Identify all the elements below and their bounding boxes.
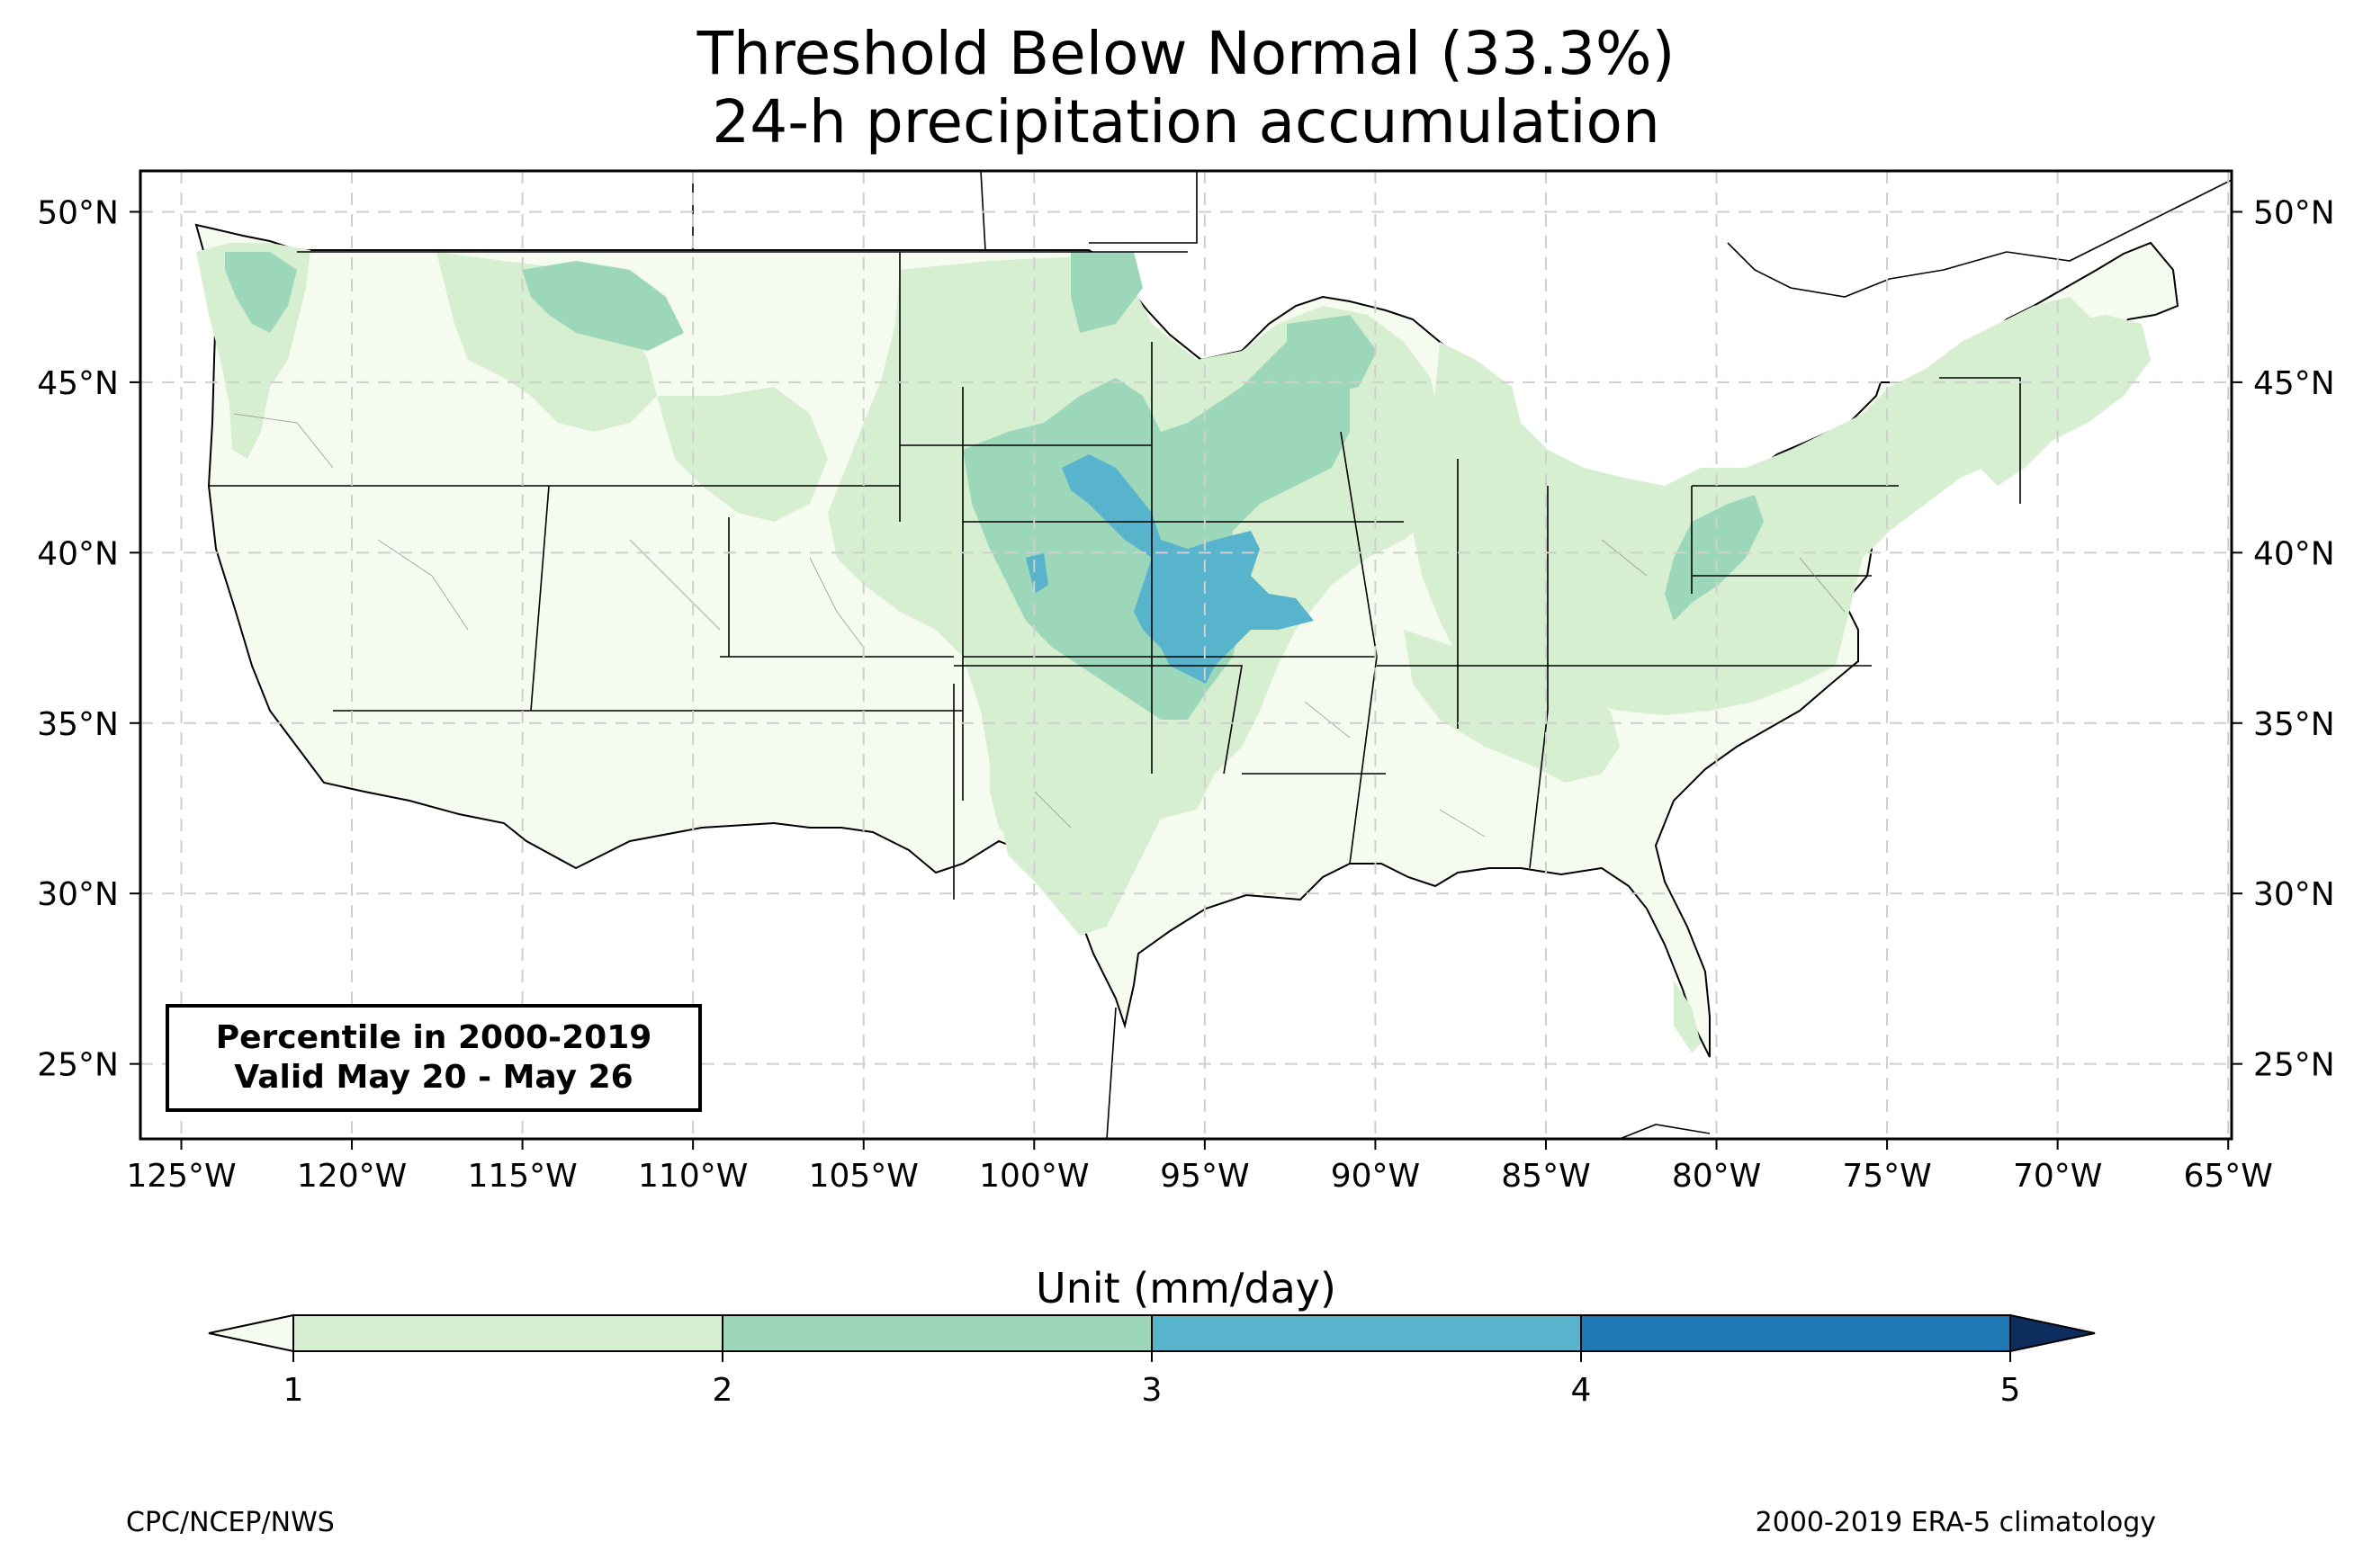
lon-tick-label: 65°W <box>2184 1158 2273 1195</box>
lon-tick-label: 125°W <box>126 1158 236 1195</box>
lat-tick-label-left: 40°N <box>37 535 119 572</box>
lat-tick-label-left: 35°N <box>37 706 119 743</box>
latitude-tick-labels-right: 50°N 45°N 40°N 35°N 30°N 25°N <box>2232 194 2335 1084</box>
border-outlines <box>692 171 2232 1139</box>
colorbar-tick-label: 3 <box>1142 1372 1163 1409</box>
footer-credit: CPC/NCEP/NWS <box>126 1507 335 1538</box>
state-boundaries <box>209 251 2021 900</box>
lon-tick-label: 75°W <box>1842 1158 1931 1195</box>
footer-climatology: 2000-2019 ERA-5 climatology <box>1755 1507 2156 1538</box>
longitude-tick-labels: 125°W 120°W 115°W 110°W 105°W 100°W 95°W 90°W 85… <box>126 1139 2273 1195</box>
lat-tick-label-left: 25°N <box>37 1047 119 1084</box>
colorbar-title: Unit (mm/day) <box>1036 1264 1336 1313</box>
lat-tick-label-right: 25°N <box>2253 1047 2335 1084</box>
lon-tick-label: 120°W <box>297 1158 407 1195</box>
florida-green <box>1674 981 1701 1053</box>
map-title-line1: Threshold Below Normal (33.3%) <box>696 19 1676 88</box>
lat-tick-label-left: 50°N <box>37 194 119 231</box>
north-dakota-mid <box>1071 252 1143 333</box>
lon-tick-label: 80°W <box>1672 1158 1761 1195</box>
gridlines <box>140 171 2232 1139</box>
colorbar-segment <box>293 1315 723 1351</box>
colorbar-segment <box>723 1315 1152 1351</box>
lat-tick-label-right: 30°N <box>2253 876 2335 913</box>
wyoming-green <box>657 387 828 522</box>
kansas-blue-patch <box>1026 553 1048 594</box>
lat-tick-label-left: 30°N <box>37 876 119 913</box>
montana-mid <box>522 261 684 351</box>
lat-tick-label-left: 45°N <box>37 365 119 402</box>
colorbar-segment <box>1152 1315 1581 1351</box>
colorbar-under-arrow <box>208 1313 294 1353</box>
colorbar: 1 2 3 4 5 <box>208 1313 2096 1409</box>
colorbar-tick-label: 4 <box>1571 1372 1592 1409</box>
lon-tick-label: 115°W <box>467 1158 577 1195</box>
lon-tick-label: 110°W <box>638 1158 748 1195</box>
latitude-tick-labels-left: 50°N 45°N 40°N 35°N 30°N 25°N <box>37 194 140 1084</box>
colorbar-over-arrow <box>2009 1313 2096 1353</box>
colorbar-tick-label: 2 <box>713 1372 733 1409</box>
lon-tick-label: 85°W <box>1501 1158 1590 1195</box>
lat-tick-label-right: 40°N <box>2253 535 2335 572</box>
map-layers <box>194 171 2232 1139</box>
texas-green <box>990 738 1152 909</box>
county-lines <box>233 413 1846 838</box>
plot-frame <box>139 169 2233 1141</box>
lat-tick-label-right: 45°N <box>2253 365 2335 402</box>
colorbar-segment <box>1581 1315 2010 1351</box>
lon-tick-label: 105°W <box>809 1158 919 1195</box>
wisconsin-mid <box>1287 315 1377 396</box>
nebraska-kansas-blue <box>1062 454 1314 684</box>
colorbar-tick-label: 1 <box>283 1372 304 1409</box>
ohio-valley-mid <box>1665 495 1764 621</box>
lat-tick-label-right: 50°N <box>2253 194 2335 231</box>
colorbar-tick-label: 5 <box>2000 1372 2021 1409</box>
level-3-regions <box>1026 454 1314 684</box>
lon-tick-label: 100°W <box>979 1158 1089 1195</box>
lon-tick-label: 70°W <box>2013 1158 2102 1195</box>
map-title-line2: 24-h precipitation accumulation <box>712 87 1660 157</box>
lon-tick-label: 90°W <box>1331 1158 1420 1195</box>
lat-tick-label-right: 35°N <box>2253 706 2335 743</box>
info-box-line2: Valid May 20 - May 26 <box>234 1059 633 1096</box>
lon-tick-label: 95°W <box>1160 1158 1249 1195</box>
info-box: Percentile in 2000-2019 Valid May 20 - M… <box>166 1004 702 1112</box>
info-box-line1: Percentile in 2000-2019 <box>215 1019 652 1056</box>
new-england-green <box>1980 315 2151 486</box>
washington-mid <box>225 252 297 333</box>
